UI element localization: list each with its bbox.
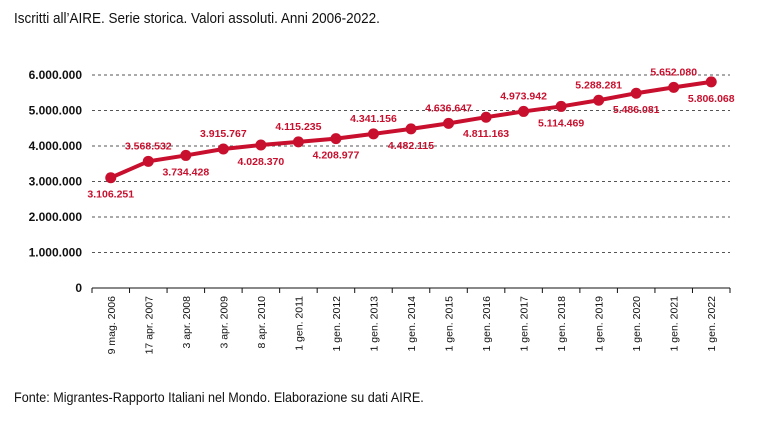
data-label: 5.652.080 bbox=[650, 66, 697, 78]
data-point bbox=[593, 94, 605, 106]
chart-title: Iscritti all’AIRE. Serie storica. Valori… bbox=[14, 10, 380, 27]
x-tick-label: 3 apr. 2009 bbox=[218, 296, 230, 349]
data-point bbox=[668, 81, 680, 93]
y-tick-label: 1.000.000 bbox=[29, 246, 83, 260]
x-tick-label: 1 gen. 2011 bbox=[293, 296, 305, 351]
data-point bbox=[180, 149, 192, 161]
x-tick-label: 1 gen. 2021 bbox=[669, 296, 681, 352]
data-point bbox=[405, 123, 417, 135]
x-tick-label: 1 gen. 2015 bbox=[444, 296, 456, 352]
data-label: 3.106.251 bbox=[87, 189, 134, 201]
data-label: 4.811.163 bbox=[463, 128, 509, 140]
x-tick-label: 1 gen. 2012 bbox=[331, 296, 343, 352]
data-label: 5.288.281 bbox=[575, 79, 622, 91]
data-point bbox=[330, 133, 342, 145]
y-tick-label: 5.000.000 bbox=[29, 104, 83, 118]
data-label: 4.115.235 bbox=[275, 121, 321, 133]
data-point bbox=[555, 100, 567, 112]
data-point bbox=[480, 111, 492, 123]
data-point bbox=[255, 139, 267, 151]
data-label: 5.806.068 bbox=[688, 93, 735, 105]
y-tick-label: 3.000.000 bbox=[29, 175, 83, 189]
x-tick-label: 17 apr. 2007 bbox=[143, 296, 155, 355]
data-label: 4.341.156 bbox=[350, 113, 397, 125]
x-tick-label: 1 gen. 2014 bbox=[406, 296, 418, 352]
data-label: 4.973.942 bbox=[500, 90, 547, 102]
data-label: 4.482.115 bbox=[388, 140, 434, 152]
y-tick-label: 0 bbox=[75, 281, 82, 295]
data-label: 5.486.081 bbox=[613, 104, 660, 116]
x-tick-label: 1 gen. 2018 bbox=[556, 296, 568, 352]
y-tick-label: 6.000.000 bbox=[29, 68, 83, 82]
y-tick-label: 2.000.000 bbox=[29, 210, 83, 224]
data-point bbox=[630, 87, 642, 99]
data-label: 3.568.532 bbox=[125, 140, 172, 152]
y-tick-label: 4.000.000 bbox=[29, 139, 83, 153]
data-point bbox=[518, 105, 530, 117]
x-tick-label: 8 apr. 2010 bbox=[256, 296, 268, 349]
data-label: 3.734.428 bbox=[162, 166, 209, 178]
x-tick-label: 1 gen. 2020 bbox=[631, 296, 643, 352]
data-point bbox=[105, 172, 117, 184]
data-point bbox=[705, 76, 717, 88]
data-point bbox=[292, 136, 304, 148]
x-tick-label: 1 gen. 2019 bbox=[594, 296, 606, 352]
data-point bbox=[217, 143, 229, 155]
x-tick-label: 9 mag. 2006 bbox=[106, 296, 118, 355]
data-label: 4.208.977 bbox=[313, 150, 360, 162]
data-label: 5.114.469 bbox=[538, 117, 584, 129]
x-tick-label: 1 gen. 2013 bbox=[368, 296, 380, 352]
data-label: 4.028.370 bbox=[238, 156, 285, 168]
data-label: 3.915.767 bbox=[200, 128, 247, 140]
x-tick-label: 3 apr. 2008 bbox=[181, 296, 193, 349]
data-point bbox=[142, 155, 154, 167]
data-label: 4.636.647 bbox=[425, 102, 472, 114]
x-tick-label: 1 gen. 2016 bbox=[481, 296, 493, 352]
x-tick-label: 1 gen. 2017 bbox=[519, 296, 531, 352]
data-point bbox=[367, 128, 379, 140]
source-note: Fonte: Migrantes-Rapporto Italiani nel M… bbox=[14, 389, 424, 405]
x-tick-label: 1 gen. 2022 bbox=[706, 296, 718, 352]
data-point bbox=[443, 117, 455, 129]
